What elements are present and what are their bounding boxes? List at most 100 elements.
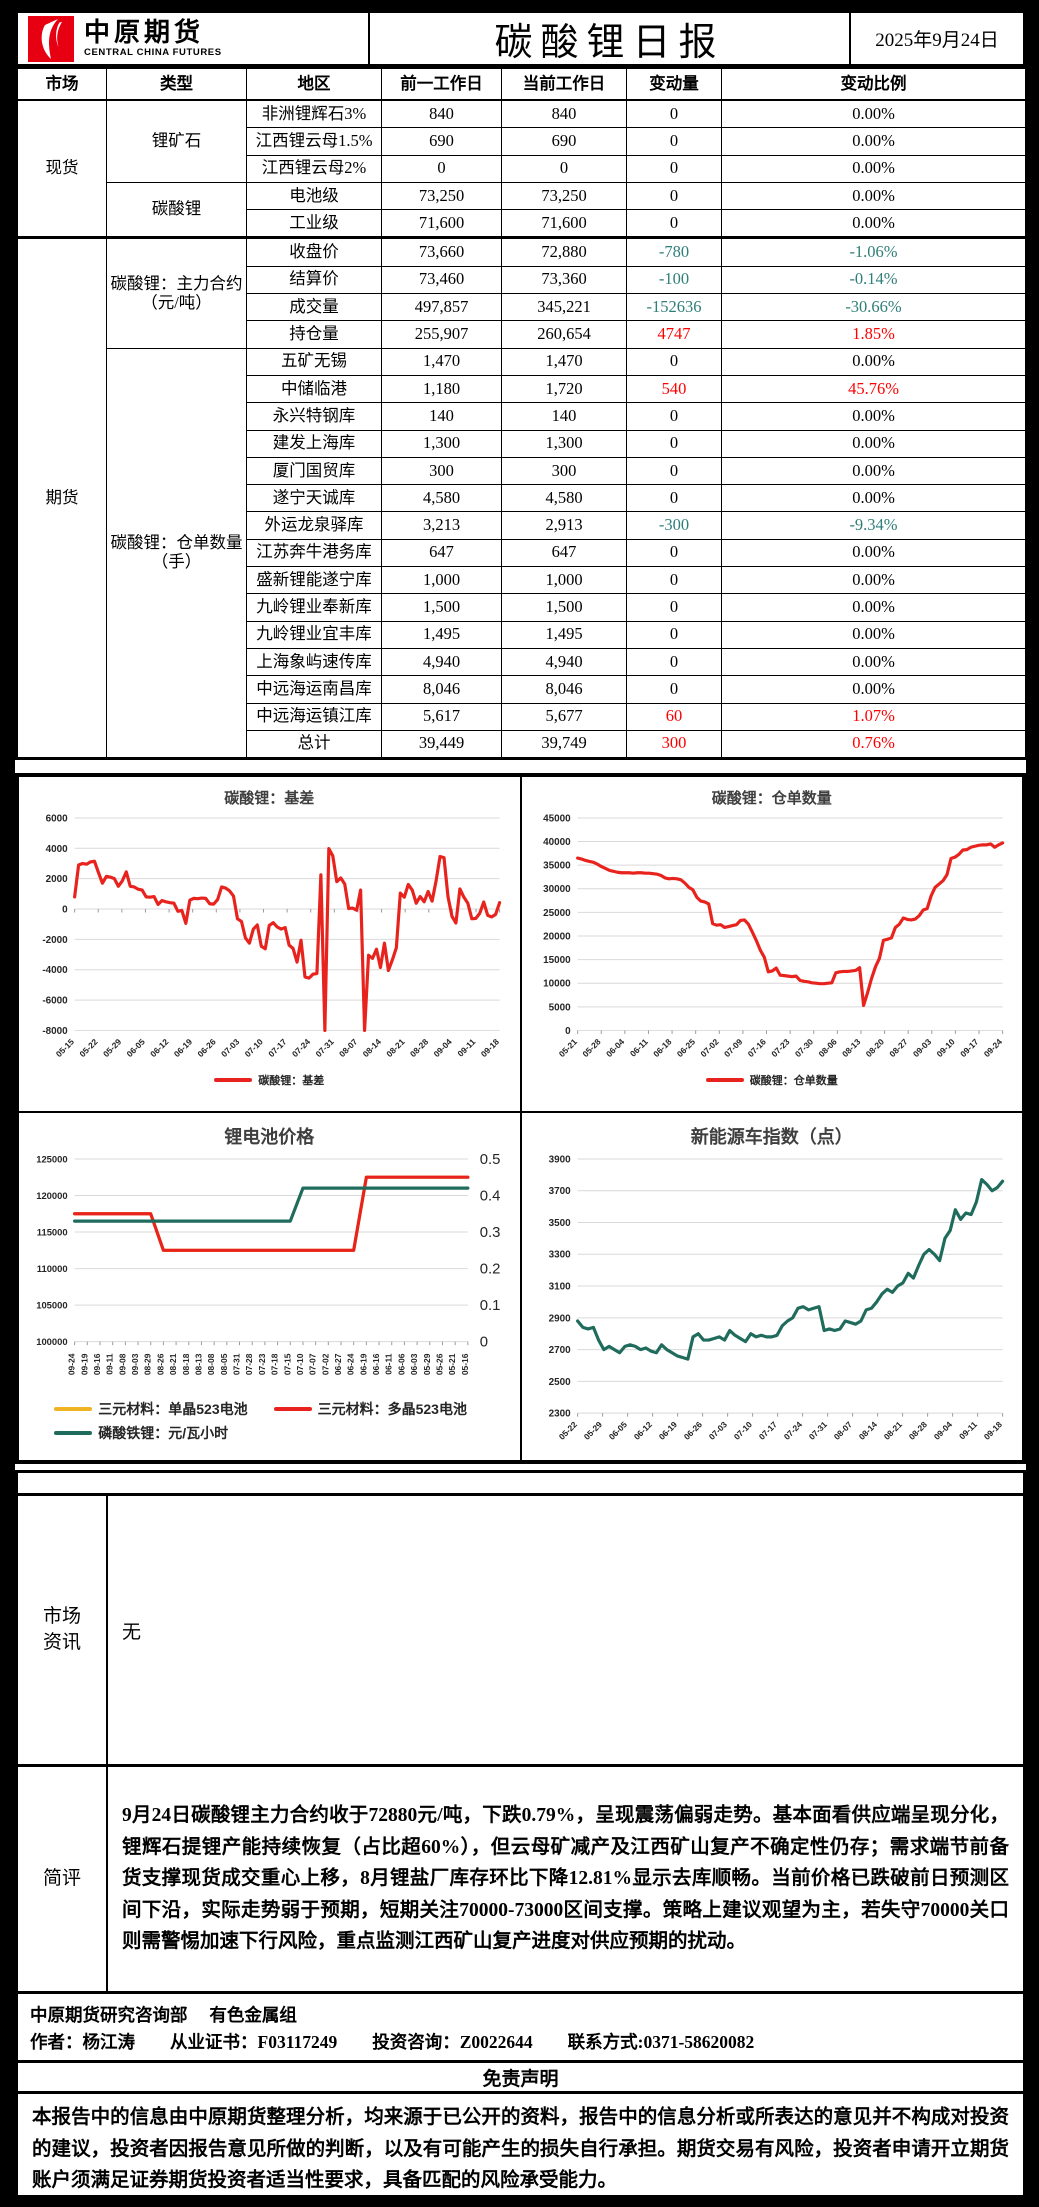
- svg-text:5000: 5000: [548, 1002, 571, 1013]
- chart-title: 碳酸锂：仓单数量: [711, 790, 832, 808]
- prev-day-cell: 3,213: [381, 511, 502, 540]
- curr-day-cell: 1,495: [501, 620, 627, 649]
- svg-text:07-30: 07-30: [792, 1037, 815, 1060]
- svg-text:09-24: 09-24: [67, 1353, 77, 1375]
- change-cell: 60: [626, 702, 722, 731]
- legend-swatch-icon: [705, 1078, 744, 1083]
- svg-text:05-28: 05-28: [580, 1037, 603, 1060]
- change-pct-cell: 0.00%: [721, 209, 1026, 239]
- change-cell: 0: [626, 347, 722, 376]
- svg-text:120000: 120000: [36, 1190, 67, 1201]
- legend-item: 三元材料：多晶523电池: [273, 1399, 467, 1419]
- chart-line: [73, 847, 502, 1033]
- gridlines: [577, 1158, 1003, 1414]
- svg-text:07-03: 07-03: [219, 1037, 242, 1060]
- change-cell: -152636: [626, 293, 722, 322]
- svg-text:06-04: 06-04: [603, 1037, 626, 1060]
- svg-text:07-10: 07-10: [731, 1419, 754, 1442]
- change-cell: 0: [626, 99, 722, 129]
- type-group-cell: 锂矿石: [106, 99, 247, 183]
- report-header: 中原期货 CENTRAL CHINA FUTURES 碳酸锂日报 2025年9月…: [15, 10, 1026, 67]
- column-header: 变动量: [626, 67, 722, 101]
- curr-day-cell: 300: [501, 456, 627, 486]
- curr-day-cell: 345,221: [501, 293, 627, 322]
- price-table: 市场 类型 地区 前一工作日 当前工作日 变动量 变动比例 现货 锂矿石 非洲锂辉石3% 840 8…: [15, 66, 1026, 761]
- change-cell: 0: [626, 127, 722, 156]
- gridlines: [577, 817, 1003, 1032]
- region-cell: 五矿无锡: [246, 347, 382, 376]
- change-pct-cell: 0.00%: [721, 347, 1026, 376]
- chart-canvas: 39003700350033003100290027002500230005-2…: [548, 1155, 1004, 1442]
- svg-text:2000: 2000: [46, 874, 69, 885]
- charts-grid: 碳酸锂：基差 6000 4000 2000 0 -2000 -4000 -6000 -8000 0…: [15, 773, 1026, 1465]
- change-pct-cell: 0.00%: [721, 620, 1026, 649]
- svg-text:09-04: 09-04: [431, 1037, 454, 1060]
- svg-text:09-11: 09-11: [957, 1419, 979, 1441]
- region-cell: 非洲锂辉石3%: [246, 99, 382, 129]
- x-axis-ticks: 05-15 05-22 05-29 06-05 06-12 06-19 06-26 07-03…: [54, 909, 501, 1060]
- change-pct-cell: 0.00%: [721, 484, 1026, 513]
- column-header: 变动比例: [721, 67, 1026, 101]
- svg-text:-8000: -8000: [42, 1026, 68, 1037]
- curr-day-cell: 1,720: [501, 374, 627, 404]
- change-cell: 4747: [626, 320, 722, 349]
- region-cell: 中远海运南昌库: [246, 675, 382, 704]
- report-date: 2025年9月24日: [875, 30, 999, 51]
- prev-day-cell: 140: [381, 402, 502, 431]
- svg-text:08-06: 08-06: [816, 1037, 839, 1060]
- comment-section: 简评 9月24日碳酸锂主力合约收于72880元/吨，下跌0.79%，呈现震荡偏弱…: [15, 1764, 1026, 1995]
- chart-line: [575, 841, 1004, 1008]
- prev-day-cell: 1,000: [381, 566, 502, 595]
- svg-text:09-11: 09-11: [455, 1037, 477, 1059]
- svg-text:3100: 3100: [548, 1282, 571, 1293]
- svg-text:3500: 3500: [548, 1218, 571, 1229]
- y-axis-ticks: 125000 120000 115000 110000 105000 100000 0.5 0…: [36, 1152, 500, 1351]
- change-cell: 300: [626, 729, 722, 760]
- company-name: 中原期货 CENTRAL CHINA FUTURES: [84, 19, 222, 58]
- table-header-row: 市场 类型 地区 前一工作日 当前工作日 变动量 变动比例: [16, 67, 1026, 101]
- curr-day-cell: 71,600: [501, 209, 627, 239]
- svg-text:07-31: 07-31: [313, 1037, 336, 1060]
- region-cell: 遂宁天诚库: [246, 484, 382, 513]
- table-row: 建发上海库 1,300 1,300 0 0.00%: [17, 429, 1026, 458]
- footer-author-line: 作者：杨江涛 从业证书：F03117249 投资咨询：Z0022644 联系方式…: [30, 2032, 755, 2053]
- svg-text:08-14: 08-14: [361, 1037, 384, 1060]
- type-group-cell: 碳酸锂: [106, 181, 247, 239]
- column-header: 地区: [246, 67, 382, 101]
- market-info-content: 无: [122, 1621, 142, 1643]
- svg-text:08-07: 08-07: [337, 1037, 360, 1060]
- svg-text:09-24: 09-24: [981, 1037, 1004, 1060]
- svg-text:05-22: 05-22: [556, 1419, 579, 1442]
- disclaimer-text: 本报告中的信息由中原期货整理分析，均来源于已公开的资料，报告中的信息分析或所表达…: [15, 2091, 1026, 2195]
- svg-text:09-18: 09-18: [981, 1419, 1004, 1442]
- chart-title: 锂电池价格: [224, 1127, 315, 1148]
- svg-text:0.3: 0.3: [480, 1225, 501, 1241]
- comment-text: 9月24日碳酸锂主力合约收于72880元/吨，下跌0.79%，呈现震荡偏弱走势。…: [122, 1805, 1009, 1953]
- change-pct-cell: -1.06%: [721, 236, 1026, 267]
- curr-day-cell: 73,360: [501, 265, 627, 295]
- svg-text:05-22: 05-22: [77, 1037, 100, 1060]
- svg-text:07-10: 07-10: [243, 1037, 266, 1060]
- region-cell: 九岭锂业宜丰库: [246, 620, 382, 649]
- svg-text:09-04: 09-04: [931, 1419, 954, 1442]
- prev-day-cell: 73,460: [381, 265, 502, 295]
- svg-text:125000: 125000: [36, 1154, 67, 1165]
- table-row: 中远海运南昌库 8,046 8,046 0 0.00%: [17, 675, 1026, 704]
- region-cell: 外运龙泉驿库: [246, 511, 382, 540]
- change-cell: 0: [626, 402, 722, 431]
- legend-label: 碳酸锂：基差: [258, 1075, 325, 1088]
- svg-text:08-07: 08-07: [831, 1419, 854, 1442]
- region-cell: 江西锂云母2%: [246, 154, 382, 183]
- report-sheet: 中原期货 CENTRAL CHINA FUTURES 碳酸锂日报 2025年9月…: [15, 10, 1026, 2195]
- prev-day-cell: 73,250: [381, 181, 502, 211]
- svg-text:0: 0: [62, 905, 68, 916]
- comment-label: 简评: [18, 1767, 108, 1992]
- table-row: 上海象屿速传库 4,940 4,940 0 0.00%: [17, 647, 1026, 677]
- svg-text:07-07: 07-07: [308, 1353, 318, 1375]
- legend-swatch-icon: [54, 1431, 93, 1436]
- change-cell: 0: [626, 209, 722, 239]
- region-cell: 总计: [246, 729, 382, 760]
- change-cell: -300: [626, 511, 722, 540]
- company-logo-icon: [28, 15, 74, 62]
